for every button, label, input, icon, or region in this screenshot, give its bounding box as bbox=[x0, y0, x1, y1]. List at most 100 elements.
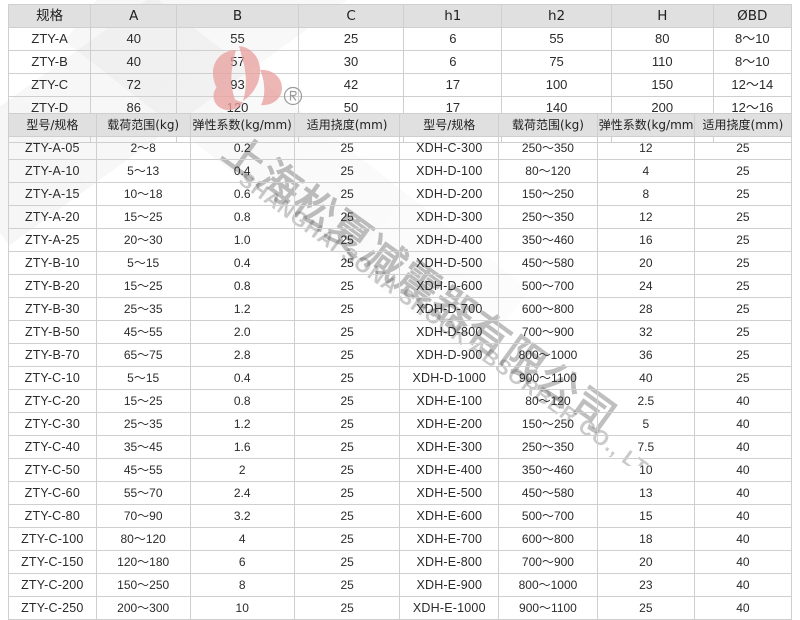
cell-value: 1.2 bbox=[189, 297, 295, 321]
cell-value: 0.8 bbox=[189, 205, 295, 229]
cell-value: 30 bbox=[297, 50, 405, 74]
load-range-table-container: 型号/规格 载荷范围(kg) 弹性系数(kg/mm) 适用挠度(mm) 型号/规格 载荷范… bbox=[8, 113, 793, 620]
cell-value: 25 bbox=[293, 205, 401, 229]
cell-value: XDH-D-700 bbox=[399, 297, 500, 321]
load-range-table: 型号/规格 载荷范围(kg) 弹性系数(kg/mm) 适用挠度(mm) 型号/规格 载荷范… bbox=[8, 113, 793, 620]
cell-value: 0.4 bbox=[189, 159, 295, 183]
cell-value: 8～10 bbox=[712, 50, 793, 74]
cell-value: 45～55 bbox=[95, 320, 191, 344]
cell-value: 25 bbox=[293, 274, 401, 298]
cell-value: 25 bbox=[293, 228, 401, 252]
cell-value: XDH-D-900 bbox=[399, 343, 500, 367]
table-row: ZTY-B 40 57 30 6 75 110 8～10 bbox=[7, 50, 793, 74]
cell-value: 800～1000 bbox=[498, 573, 598, 597]
table-row: ZTY-C-150 120～180 6 25 XDH-E-800 700～900 20 40 bbox=[8, 550, 793, 574]
cell-value: 25 bbox=[293, 159, 401, 183]
cell-value: XDH-E-900 bbox=[399, 573, 500, 597]
cell-value: 23 bbox=[596, 573, 695, 597]
table-row: ZTY-B-10 5～15 0.4 25 XDH-D-500 450～580 20 25 bbox=[8, 251, 793, 275]
cell-value: 40 bbox=[596, 366, 695, 390]
table-row: ZTY-C 72 93 42 17 100 150 12～14 bbox=[7, 73, 793, 97]
cell-value: 32 bbox=[596, 320, 695, 344]
cell-value: 15～25 bbox=[95, 205, 191, 229]
table-row: ZTY-A-10 5～13 0.4 25 XDH-D-100 80～120 4 25 bbox=[8, 159, 793, 183]
cell-value: 25 bbox=[693, 136, 793, 160]
cell-value: 450～580 bbox=[498, 251, 598, 275]
table-row: ZTY-C-250 200～300 10 25 XDH-E-1000 900～1100 25… bbox=[8, 596, 793, 620]
cell-value: 150～250 bbox=[498, 182, 598, 206]
cell-value: 25 bbox=[293, 527, 401, 551]
cell-model: ZTY-A bbox=[7, 27, 92, 51]
cell-value: XDH-E-800 bbox=[399, 550, 500, 574]
cell-value: XDH-E-100 bbox=[399, 389, 500, 413]
table-body: ZTY-A-05 2～8 0.2 25 XDH-C-300 250～350 12 25 ZTY-… bbox=[8, 136, 793, 620]
cell-value: 80～120 bbox=[498, 389, 598, 413]
cell-model: ZTY-C-20 bbox=[8, 389, 97, 413]
cell-value: XDH-D-300 bbox=[399, 205, 500, 229]
cell-value: 10 bbox=[189, 596, 295, 620]
table-row: ZTY-B-70 65～75 2.8 25 XDH-D-900 800～1000 36 25 bbox=[8, 343, 793, 367]
table-header-row: 型号/规格 载荷范围(kg) 弹性系数(kg/mm) 适用挠度(mm) 型号/规格 载荷范… bbox=[8, 113, 793, 137]
cell-model: ZTY-C-40 bbox=[8, 435, 97, 459]
cell-value: 110 bbox=[610, 50, 714, 74]
cell-value: XDH-E-1000 bbox=[399, 596, 500, 620]
cell-value: 25 bbox=[693, 182, 793, 206]
table-row: ZTY-C-20 15～25 0.8 25 XDH-E-100 80～120 2.5 40 bbox=[8, 389, 793, 413]
cell-value: 25 bbox=[693, 274, 793, 298]
column-header-7: ØBD bbox=[712, 4, 793, 28]
table-row: ZTY-C-60 55～70 2.4 25 XDH-E-500 450～580 13 40 bbox=[8, 481, 793, 505]
cell-value: 150 bbox=[610, 73, 714, 97]
cell-value: 7.5 bbox=[596, 435, 695, 459]
cell-value: 600～800 bbox=[498, 297, 598, 321]
cell-value: 8～10 bbox=[712, 27, 793, 51]
table-row: ZTY-A-20 15～25 0.8 25 XDH-D-300 250～350 12 25 bbox=[8, 205, 793, 229]
cell-model: ZTY-C-30 bbox=[8, 412, 97, 436]
column-header-3: 适用挠度(mm) bbox=[293, 113, 401, 137]
cell-model: ZTY-A-10 bbox=[8, 159, 97, 183]
cell-value: 25 bbox=[293, 343, 401, 367]
cell-value: 65～75 bbox=[95, 343, 191, 367]
cell-model: ZTY-C-200 bbox=[8, 573, 97, 597]
cell-value: 450～580 bbox=[498, 481, 598, 505]
cell-value: 72 bbox=[90, 73, 178, 97]
cell-value: 1.0 bbox=[189, 228, 295, 252]
cell-value: 250～350 bbox=[498, 136, 598, 160]
cell-model: ZTY-B-70 bbox=[8, 343, 97, 367]
cell-value: 25 bbox=[293, 458, 401, 482]
cell-model: ZTY-A-20 bbox=[8, 205, 97, 229]
cell-value: XDH-D-100 bbox=[399, 159, 500, 183]
cell-value: 250～350 bbox=[498, 435, 598, 459]
cell-value: 13 bbox=[596, 481, 695, 505]
cell-value: 40 bbox=[693, 504, 793, 528]
cell-value: 40 bbox=[693, 481, 793, 505]
cell-value: 28 bbox=[596, 297, 695, 321]
cell-value: 25 bbox=[293, 550, 401, 574]
cell-value: 600～800 bbox=[498, 527, 598, 551]
table-row: ZTY-C-100 80～120 4 25 XDH-E-700 600～800 18 40 bbox=[8, 527, 793, 551]
cell-value: 25 bbox=[693, 320, 793, 344]
column-header-1: 载荷范围(kg) bbox=[95, 113, 191, 137]
table-row: ZTY-A-05 2～8 0.2 25 XDH-C-300 250～350 12 25 bbox=[8, 136, 793, 160]
table-row: ZTY-C-30 25～35 1.2 25 XDH-E-200 150～250 5 40 bbox=[8, 412, 793, 436]
cell-value: 93 bbox=[176, 73, 299, 97]
cell-value: 25 bbox=[293, 320, 401, 344]
table-row: ZTY-A 40 55 25 6 55 80 8～10 bbox=[7, 27, 793, 51]
cell-value: 5～15 bbox=[95, 366, 191, 390]
cell-value: 250～350 bbox=[498, 205, 598, 229]
table-row: ZTY-C-200 150～250 8 25 XDH-E-900 800～1000 23 40 bbox=[8, 573, 793, 597]
column-header-0: 规格 bbox=[7, 4, 92, 28]
cell-value: 40 bbox=[693, 389, 793, 413]
cell-value: 500～700 bbox=[498, 274, 598, 298]
table-row: ZTY-C-80 70～90 3.2 25 XDH-E-600 500～700 15 40 bbox=[8, 504, 793, 528]
cell-model: ZTY-B-30 bbox=[8, 297, 97, 321]
cell-model: ZTY-A-25 bbox=[8, 228, 97, 252]
cell-value: 900～1100 bbox=[498, 596, 598, 620]
cell-value: 25 bbox=[293, 251, 401, 275]
cell-value: 2.8 bbox=[189, 343, 295, 367]
cell-value: 0.4 bbox=[189, 251, 295, 275]
column-header-5: h2 bbox=[501, 4, 612, 28]
cell-value: XDH-E-400 bbox=[399, 458, 500, 482]
column-header-7: 适用挠度(mm) bbox=[693, 113, 793, 137]
cell-value: 40 bbox=[90, 50, 178, 74]
cell-value: 45～55 bbox=[95, 458, 191, 482]
